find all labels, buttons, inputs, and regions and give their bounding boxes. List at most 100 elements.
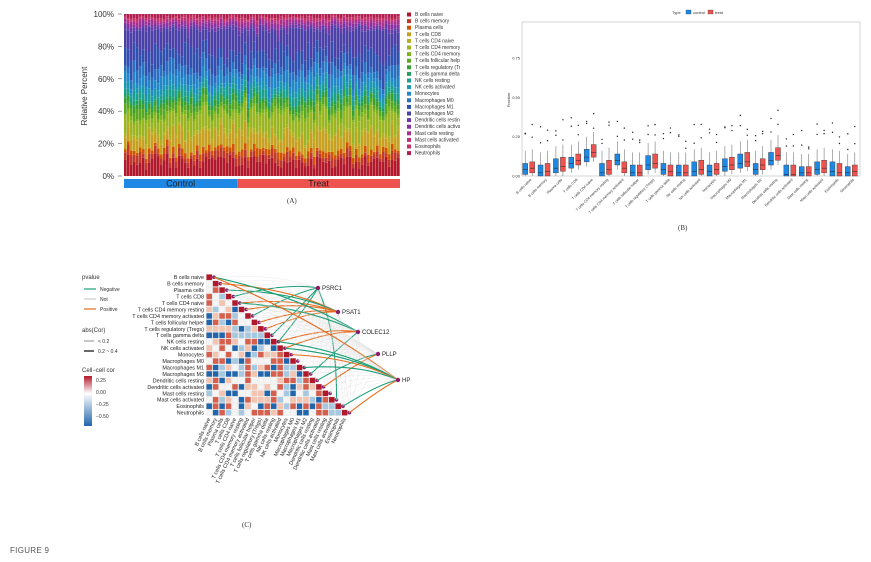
panel-a-legend-swatch — [407, 85, 411, 90]
panel-a-bar-segment — [244, 157, 247, 176]
panel-a-bar-segment — [289, 27, 292, 58]
panel-c-cell — [238, 383, 245, 390]
panel-a-bar-segment — [397, 64, 400, 77]
panel-a-bar-segment — [175, 16, 178, 18]
panel-a-bar-segment — [205, 20, 208, 22]
panel-a-bar-segment — [169, 49, 172, 58]
panel-a-bar-segment — [331, 106, 334, 114]
panel-a-bar-segment — [244, 90, 247, 94]
panel-a-bar-segment — [172, 19, 175, 22]
panel-a-bar-segment — [340, 149, 343, 154]
panel-a-bar-segment — [331, 97, 334, 102]
panel-a-bar-segment — [184, 110, 187, 115]
panel-c-cell — [225, 371, 232, 377]
panel-a-bar-segment — [337, 58, 340, 70]
panel-a-bar-segment — [274, 152, 277, 163]
panel-b-outlier — [808, 146, 810, 148]
panel-a-bar-segment — [178, 23, 181, 28]
panel-a-bar-segment — [151, 101, 154, 107]
panel-a-bar-segment — [181, 88, 184, 98]
panel-a-bar-segment — [196, 112, 199, 116]
panel-a-bar-segment — [277, 165, 280, 176]
panel-a-bar-segment — [265, 97, 268, 101]
panel-a-bar-segment — [382, 137, 385, 147]
panel-a-bar-segment — [277, 14, 280, 19]
panel-a-ytick: 100% — [94, 10, 114, 19]
panel-a-bar-segment — [376, 70, 379, 79]
panel-c-link — [342, 379, 399, 407]
panel-a-bar-segment — [145, 86, 148, 97]
panel-c-link — [317, 287, 338, 400]
panel-a-bar-segment — [160, 27, 163, 32]
panel-c-cell — [245, 319, 251, 326]
panel-a-bar-segment — [394, 152, 397, 161]
panel-a-bar-segment — [277, 23, 280, 30]
panel-a-bar-segment — [148, 15, 151, 18]
panel-a-legend-label: T cells CD4 memory resting — [415, 45, 460, 51]
panel-a-bar-segment — [373, 78, 376, 83]
panel-a-bar-segment — [229, 87, 232, 95]
panel-b-outlier — [823, 132, 825, 135]
panel-c-row-label: Neutrophils — [177, 411, 205, 417]
panel-a-bar-segment — [274, 99, 277, 107]
panel-a-bar-segment — [148, 93, 151, 102]
panel-a-bar-segment — [142, 118, 145, 120]
panel-a-bar-segment — [328, 108, 331, 116]
panel-a-bar-segment — [340, 98, 343, 104]
panel-a-legend-label: T cells regulatory (Tregs) — [415, 65, 460, 71]
panel-a-bar-segment — [280, 16, 283, 19]
panel-a-bar-segment — [199, 167, 202, 176]
panel-a-bar-segment — [163, 109, 166, 120]
panel-a-bar-segment — [166, 61, 169, 75]
panel-a-bar-segment — [388, 87, 391, 92]
panel-a-bar-segment — [322, 94, 325, 98]
panel-a-bar-segment — [217, 25, 220, 28]
panel-c-cell — [219, 358, 226, 365]
panel-a-bar-segment — [337, 14, 340, 19]
panel-a-bar-segment — [160, 22, 163, 25]
panel-a-bar-segment — [343, 21, 346, 24]
panel-a-bar-segment — [301, 14, 304, 17]
panel-a-bar-segment — [292, 152, 295, 160]
panel-c-gene-label: PSRC1 — [322, 286, 343, 292]
panel-a-bar-segment — [298, 137, 301, 141]
panel-a-bar-segment — [142, 18, 145, 20]
panel-a-bar-segment — [283, 86, 286, 91]
panel-a-bar-segment — [313, 47, 316, 63]
panel-a-bar-segment — [295, 82, 298, 93]
panel-a-bar-segment — [307, 30, 310, 43]
panel-a-bar-segment — [310, 152, 313, 159]
panel-a-bar-segment — [373, 25, 376, 29]
panel-a-bar-segment — [220, 14, 223, 16]
panel-a-bar-segment — [367, 72, 370, 79]
panel-a-bar-segment — [367, 26, 370, 30]
panel-a-bar-segment — [262, 150, 265, 155]
panel-a-bar-segment — [175, 167, 178, 176]
panel-b-outlier — [708, 132, 711, 134]
panel-a-bar-segment — [289, 87, 292, 95]
panel-a-bar-segment — [376, 55, 379, 71]
panel-a-bar-segment — [157, 109, 160, 114]
panel-a-bar-segment — [142, 104, 145, 110]
panel-a-bar-segment — [316, 19, 319, 22]
panel-a-bar-segment — [178, 14, 181, 19]
panel-a-bar-segment — [241, 63, 244, 75]
panel-a-bar-segment — [343, 15, 346, 17]
panel-a-bar-segment — [205, 29, 208, 40]
panel-b-outlier — [639, 139, 641, 141]
panel-c-link — [220, 283, 379, 355]
panel-a-bar-segment — [307, 16, 310, 19]
panel-a-bar-segment — [229, 104, 232, 110]
panel-c-row-label: Eosinophils — [176, 404, 204, 410]
panel-c-link — [336, 379, 399, 400]
panel-c-cell — [238, 332, 245, 339]
panel-a-bar-segment — [346, 66, 349, 75]
panel-a-bar-segment — [379, 120, 382, 139]
panel-c-row-label: NK cells activated — [161, 346, 204, 352]
panel-a-bar-segment — [223, 150, 226, 158]
panel-a-bar-segment — [202, 16, 205, 18]
panel-a-bar-segment — [262, 113, 265, 133]
panel-a-bar-segment — [355, 23, 358, 27]
panel-a-bar-segment — [292, 109, 295, 115]
panel-a-bar-segment — [202, 94, 205, 103]
